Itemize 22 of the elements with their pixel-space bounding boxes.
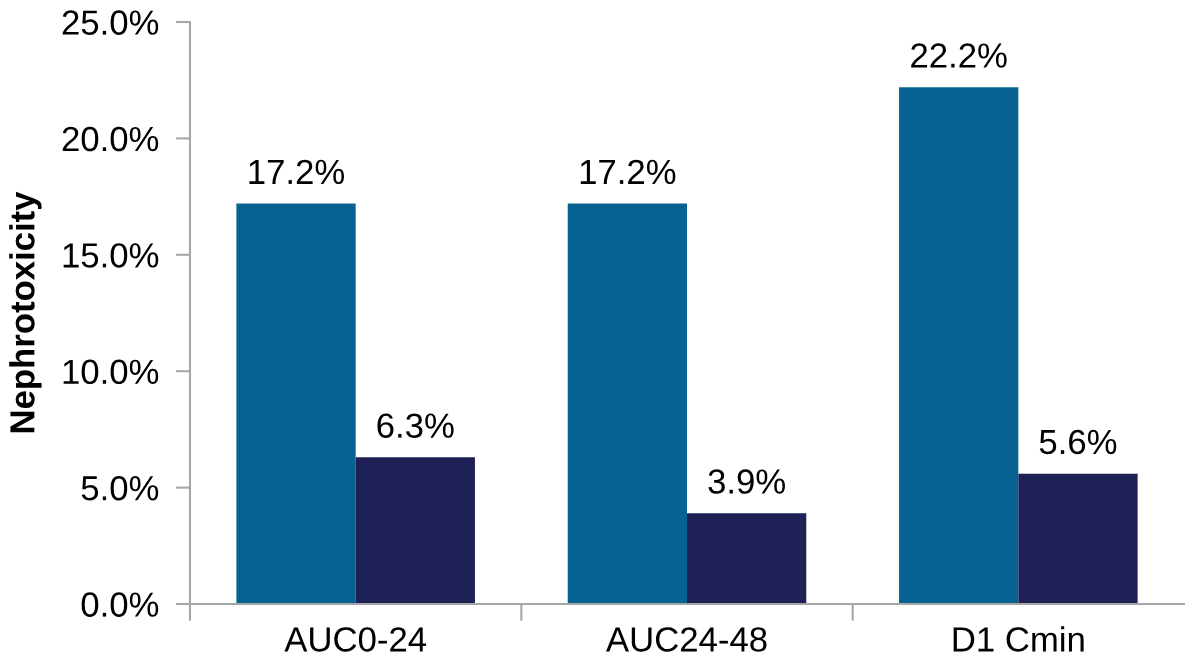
- bar: [355, 457, 475, 604]
- data-label: 6.3%: [377, 413, 454, 438]
- y-tick-label: 0.0%: [81, 592, 159, 617]
- y-tick-label: 5.0%: [81, 475, 159, 501]
- x-tick-label: D1 Cmin: [953, 626, 1084, 652]
- y-tick-label: 25.0%: [62, 10, 159, 35]
- data-label: 17.2%: [249, 159, 345, 185]
- y-tick-label: 10.0%: [63, 359, 159, 385]
- bar: [567, 203, 687, 604]
- bar: [236, 203, 356, 604]
- data-label: 3.9%: [708, 469, 785, 494]
- y-axis-title: Nephrotoxicity: [9, 191, 42, 433]
- x-tick-label: AUC24-48: [606, 627, 767, 652]
- bar: [1018, 473, 1138, 604]
- data-label: 22.2%: [911, 43, 1007, 68]
- y-tick-label: 15.0%: [63, 243, 159, 268]
- y-tick-label: 20.0%: [62, 126, 159, 152]
- data-label: 5.6%: [1039, 429, 1117, 455]
- bar: [899, 87, 1019, 604]
- data-label: 17.2%: [580, 159, 676, 185]
- x-tick-label: AUC0-24: [284, 627, 427, 652]
- bar: [687, 513, 807, 604]
